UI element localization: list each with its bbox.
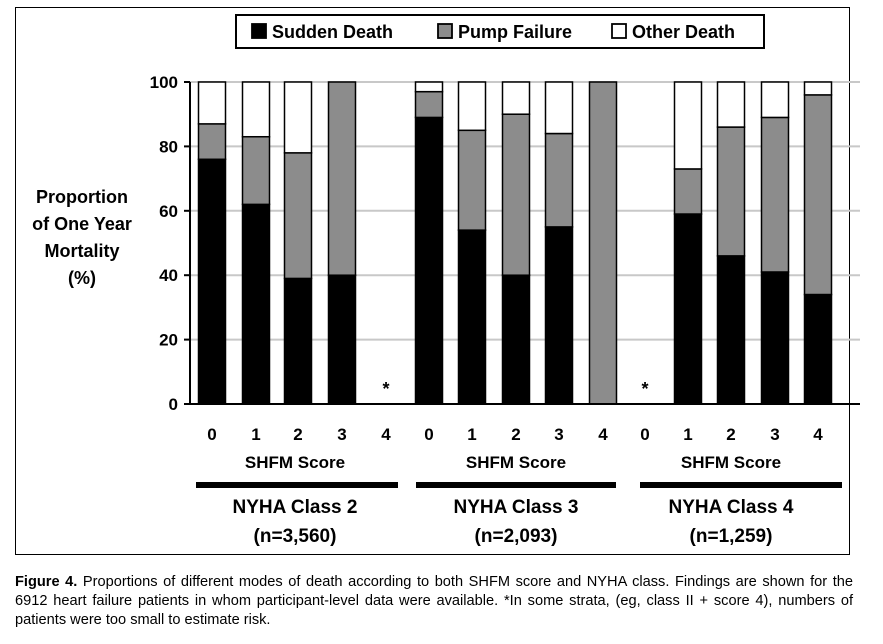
bar-sudden-g2-s0 (414, 116, 444, 405)
bar-other-g1-s0 (197, 81, 227, 125)
bar-pump-g1-s2 (283, 152, 313, 280)
x-axis-label-group-3: SHFM Score (681, 453, 781, 472)
bar-sudden-g3-s2 (716, 255, 746, 405)
bar-other-g3-s1 (673, 81, 703, 170)
bar-sudden-g3-s4 (803, 293, 833, 405)
y-tick-label-2: 40 (159, 266, 178, 285)
bar-other-g3-s4 (803, 81, 833, 96)
y-axis-title-line-4: (%) (68, 268, 96, 288)
figure-caption: Figure 4. Proportions of different modes… (15, 573, 853, 630)
group-name-2: NYHA Class 3 (454, 497, 579, 518)
bar-sudden-g1-s1 (241, 203, 271, 405)
caption-text: Proportions of different modes of death … (15, 574, 853, 628)
legend-label-3: Other Death (632, 22, 735, 42)
bar-pump-g3-s4 (803, 94, 833, 296)
legend-swatch-2 (437, 23, 453, 39)
asterisk-marker-g1-s4: * (382, 379, 389, 399)
bar-pump-g2-s0 (414, 90, 444, 119)
bar-sudden-g3-s1 (673, 213, 703, 405)
x-tick-label-g2-s4: 4 (598, 425, 608, 444)
y-tick-label-3: 60 (159, 202, 178, 221)
legend-label-1: Sudden Death (272, 22, 393, 42)
bar-pump-g1-s0 (197, 123, 227, 161)
bar-other-g3-s3 (760, 81, 790, 119)
group-divider-bar-2 (416, 482, 616, 488)
bar-other-g1-s1 (241, 81, 271, 138)
figure-frame (15, 7, 850, 555)
bar-pump-g1-s1 (241, 135, 271, 206)
legend: Sudden Death Pump Failure Other Death (235, 14, 765, 49)
bar-sudden-g3-s3 (760, 271, 790, 405)
y-axis-title-line-3: Mortality (44, 241, 119, 261)
x-axis-label-group-1: SHFM Score (245, 453, 345, 472)
caption-label: Figure 4. (15, 574, 78, 590)
bar-other-g3-s2 (716, 81, 746, 128)
asterisk-marker-g3-s0: * (641, 379, 648, 399)
x-tick-label-g1-s0: 0 (207, 425, 216, 444)
y-axis-title-line-1: Proportion (36, 187, 128, 207)
group-divider-bar-1 (196, 482, 398, 488)
x-tick-label-g3-s1: 1 (683, 425, 692, 444)
legend-swatch-3 (611, 23, 627, 39)
group-count-1: (n=3,560) (254, 526, 337, 547)
legend-swatch-1 (251, 23, 267, 39)
bar-sudden-g1-s2 (283, 277, 313, 405)
group-name-3: NYHA Class 4 (669, 497, 794, 518)
y-tick-label-0: 0 (169, 395, 178, 414)
x-tick-label-g1-s2: 2 (293, 425, 302, 444)
bar-pump-g3-s2 (716, 126, 746, 257)
bar-other-g2-s0 (414, 81, 444, 93)
bar-pump-g1-s3 (327, 81, 357, 276)
bar-sudden-g2-s1 (457, 229, 487, 405)
group-divider-bar-3 (640, 482, 842, 488)
bar-sudden-g1-s3 (327, 274, 357, 405)
bar-sudden-g2-s3 (544, 226, 574, 405)
group-count-3: (n=1,259) (690, 526, 773, 547)
bar-other-g1-s2 (283, 81, 313, 154)
x-tick-label-g1-s1: 1 (251, 425, 260, 444)
stacked-bar-chart: 0 1 2 3*4 0 1 2 3 4*0 1 2 3 4020406080100Proportiono… (32, 14, 860, 547)
x-axis-label-group-2: SHFM Score (466, 453, 566, 472)
x-tick-label-g3-s4: 4 (813, 425, 823, 444)
bar-pump-g3-s1 (673, 168, 703, 215)
bar-other-g2-s1 (457, 81, 487, 132)
x-tick-label-g3-s0: 0 (640, 425, 649, 444)
x-tick-label-g1-s3: 3 (337, 425, 346, 444)
x-tick-label-g2-s1: 1 (467, 425, 476, 444)
group-count-2: (n=2,093) (475, 526, 558, 547)
legend-label-2: Pump Failure (458, 22, 572, 42)
x-tick-label-g1-s4: 4 (381, 425, 391, 444)
y-tick-label-5: 100 (150, 73, 178, 92)
x-tick-label-g3-s2: 2 (726, 425, 735, 444)
bar-pump-g2-s3 (544, 132, 574, 228)
x-tick-label-g2-s2: 2 (511, 425, 520, 444)
y-axis-title-line-2: of One Year (32, 214, 132, 234)
bar-other-g2-s2 (501, 81, 531, 115)
y-tick-label-1: 20 (159, 331, 178, 350)
bar-pump-g3-s3 (760, 116, 790, 273)
bar-pump-g2-s2 (501, 113, 531, 276)
x-tick-label-g3-s3: 3 (770, 425, 779, 444)
legend-box (235, 14, 765, 49)
x-tick-label-g2-s3: 3 (554, 425, 563, 444)
group-name-1: NYHA Class 2 (233, 497, 358, 518)
bar-sudden-g1-s0 (197, 158, 227, 405)
bar-sudden-g2-s2 (501, 274, 531, 405)
y-tick-label-4: 80 (159, 137, 178, 156)
bar-other-g2-s3 (544, 81, 574, 135)
bar-pump-g2-s1 (457, 129, 487, 231)
bar-pump-g2-s4 (588, 81, 618, 405)
x-tick-label-g2-s0: 0 (424, 425, 433, 444)
